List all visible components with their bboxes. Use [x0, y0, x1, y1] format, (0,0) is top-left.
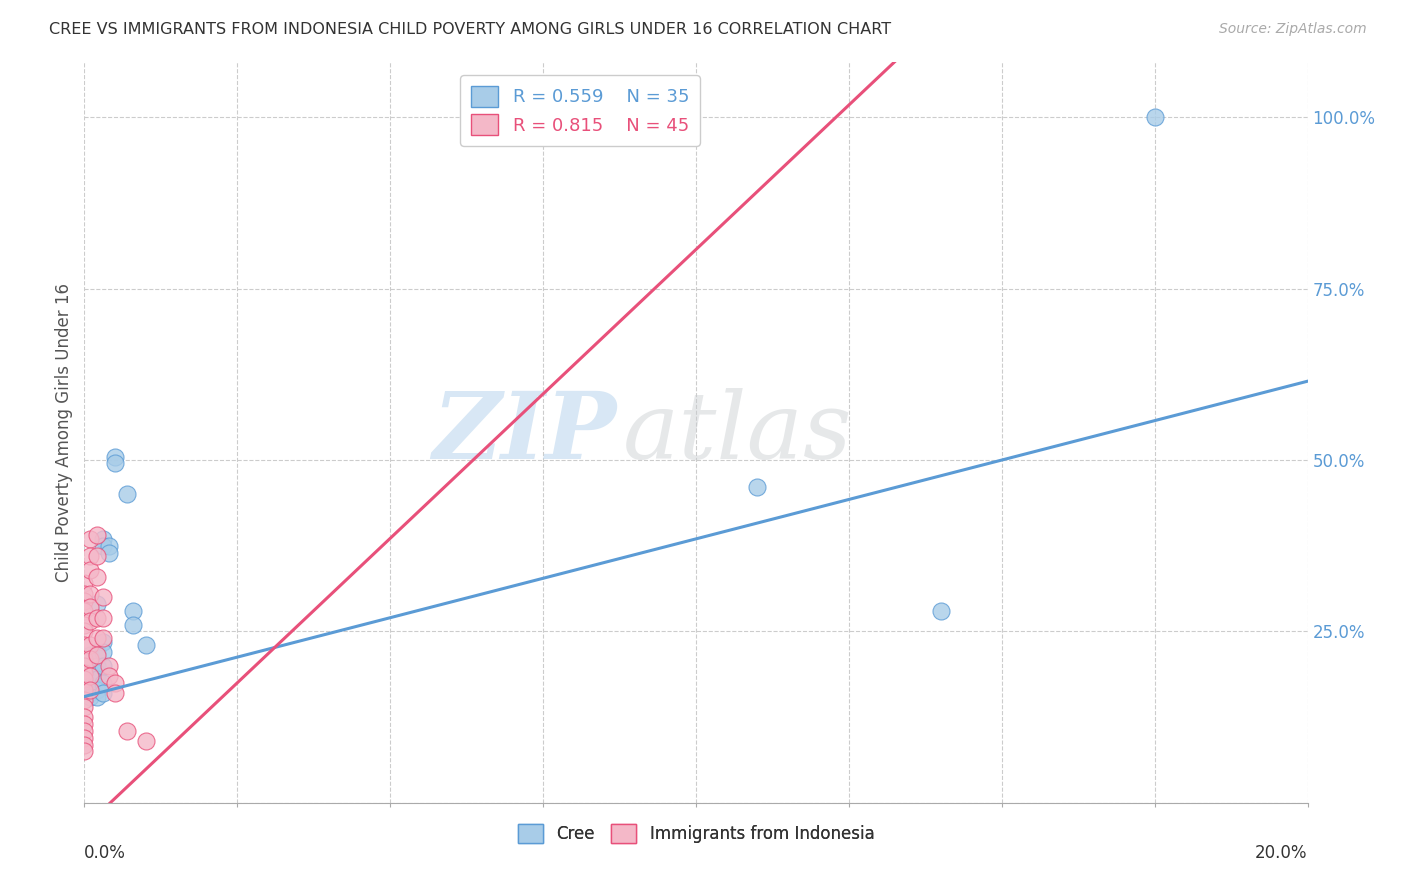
Point: [73, 717, 96, 731]
Point: [79, 638, 101, 652]
Point: [747, 480, 769, 494]
Point: [97, 658, 120, 673]
Point: [91, 539, 114, 553]
Point: [73, 669, 96, 683]
Point: [135, 734, 157, 748]
Point: [73, 587, 96, 601]
Point: [73, 699, 96, 714]
Point: [97, 545, 120, 559]
Text: CREE VS IMMIGRANTS FROM INDONESIA CHILD POVERTY AMONG GIRLS UNDER 16 CORRELATION: CREE VS IMMIGRANTS FROM INDONESIA CHILD …: [49, 22, 891, 37]
Point: [97, 669, 120, 683]
Point: [86, 665, 108, 680]
Point: [104, 457, 127, 471]
Point: [79, 532, 101, 546]
Point: [91, 686, 114, 700]
Point: [91, 632, 114, 646]
Point: [79, 614, 101, 628]
Point: [73, 723, 96, 738]
Text: atlas: atlas: [623, 388, 852, 477]
Point: [73, 604, 96, 618]
Point: [97, 539, 120, 553]
Point: [73, 744, 96, 758]
Text: 20.0%: 20.0%: [1256, 844, 1308, 862]
Text: Source: ZipAtlas.com: Source: ZipAtlas.com: [1219, 22, 1367, 37]
Point: [73, 693, 96, 707]
Point: [86, 645, 108, 659]
Point: [73, 676, 96, 690]
Point: [79, 563, 101, 577]
Point: [73, 665, 96, 680]
Point: [73, 617, 96, 632]
Point: [86, 632, 108, 646]
Text: ZIP: ZIP: [432, 388, 616, 477]
Point: [79, 648, 101, 663]
Point: [79, 549, 101, 563]
Point: [79, 652, 101, 666]
Text: 0.0%: 0.0%: [84, 844, 127, 862]
Point: [86, 610, 108, 624]
Point: [86, 658, 108, 673]
Point: [91, 590, 114, 604]
Point: [86, 549, 108, 563]
Point: [73, 593, 96, 607]
Point: [86, 597, 108, 611]
Point: [79, 658, 101, 673]
Point: [91, 645, 114, 659]
Point: [73, 658, 96, 673]
Point: [86, 690, 108, 704]
Point: [73, 682, 96, 697]
Point: [86, 673, 108, 687]
Point: [91, 658, 114, 673]
Point: [73, 710, 96, 724]
Point: [73, 738, 96, 752]
Point: [104, 450, 127, 464]
Point: [79, 686, 101, 700]
Point: [115, 723, 138, 738]
Point: [79, 665, 101, 680]
Point: [73, 662, 96, 676]
Point: [86, 682, 108, 697]
Point: [79, 587, 101, 601]
Point: [135, 638, 157, 652]
Point: [86, 648, 108, 663]
Point: [1143, 110, 1166, 124]
Point: [91, 634, 114, 648]
Point: [91, 610, 114, 624]
Y-axis label: Child Poverty Among Girls Under 16: Child Poverty Among Girls Under 16: [55, 283, 73, 582]
Point: [73, 731, 96, 745]
Point: [73, 624, 96, 639]
Point: [73, 652, 96, 666]
Point: [79, 669, 101, 683]
Point: [79, 679, 101, 693]
Point: [104, 686, 127, 700]
Point: [104, 676, 127, 690]
Point: [86, 528, 108, 542]
Point: [73, 576, 96, 591]
Legend: Cree, Immigrants from Indonesia: Cree, Immigrants from Indonesia: [510, 817, 882, 850]
Point: [79, 673, 101, 687]
Point: [73, 638, 96, 652]
Point: [122, 604, 145, 618]
Point: [79, 690, 101, 704]
Point: [79, 600, 101, 615]
Point: [79, 682, 101, 697]
Point: [91, 532, 114, 546]
Point: [115, 487, 138, 501]
Point: [86, 569, 108, 583]
Point: [122, 617, 145, 632]
Point: [929, 604, 952, 618]
Point: [73, 673, 96, 687]
Point: [91, 676, 114, 690]
